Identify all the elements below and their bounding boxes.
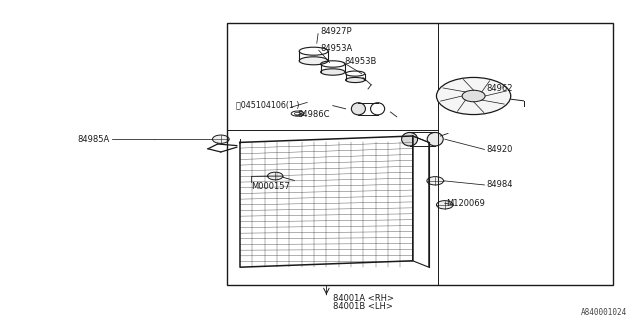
Ellipse shape xyxy=(300,57,328,65)
Circle shape xyxy=(436,77,511,115)
Text: 84953A: 84953A xyxy=(320,44,352,53)
Circle shape xyxy=(212,135,229,143)
Ellipse shape xyxy=(351,103,365,115)
Text: 84986C: 84986C xyxy=(297,110,330,119)
Text: 84984: 84984 xyxy=(486,180,513,189)
Text: 84920: 84920 xyxy=(486,145,513,154)
Ellipse shape xyxy=(428,132,444,146)
Ellipse shape xyxy=(321,69,345,75)
Circle shape xyxy=(268,172,283,180)
Bar xyxy=(227,23,613,285)
Text: 84001B <LH>: 84001B <LH> xyxy=(333,302,393,311)
Circle shape xyxy=(462,90,485,102)
Text: 84962: 84962 xyxy=(486,84,513,93)
Text: 84953B: 84953B xyxy=(344,57,377,66)
Ellipse shape xyxy=(346,77,365,83)
Circle shape xyxy=(427,177,444,185)
Text: M120069: M120069 xyxy=(446,199,485,208)
Text: 84001A <RH>: 84001A <RH> xyxy=(333,294,394,303)
Text: 84985A: 84985A xyxy=(78,135,110,144)
Ellipse shape xyxy=(402,132,418,146)
Text: A840001024: A840001024 xyxy=(581,308,627,317)
Text: 84927P: 84927P xyxy=(320,28,351,36)
Circle shape xyxy=(436,201,453,209)
Text: Ⓢ045104106(1 ): Ⓢ045104106(1 ) xyxy=(236,100,299,109)
Text: M000157: M000157 xyxy=(252,182,291,191)
